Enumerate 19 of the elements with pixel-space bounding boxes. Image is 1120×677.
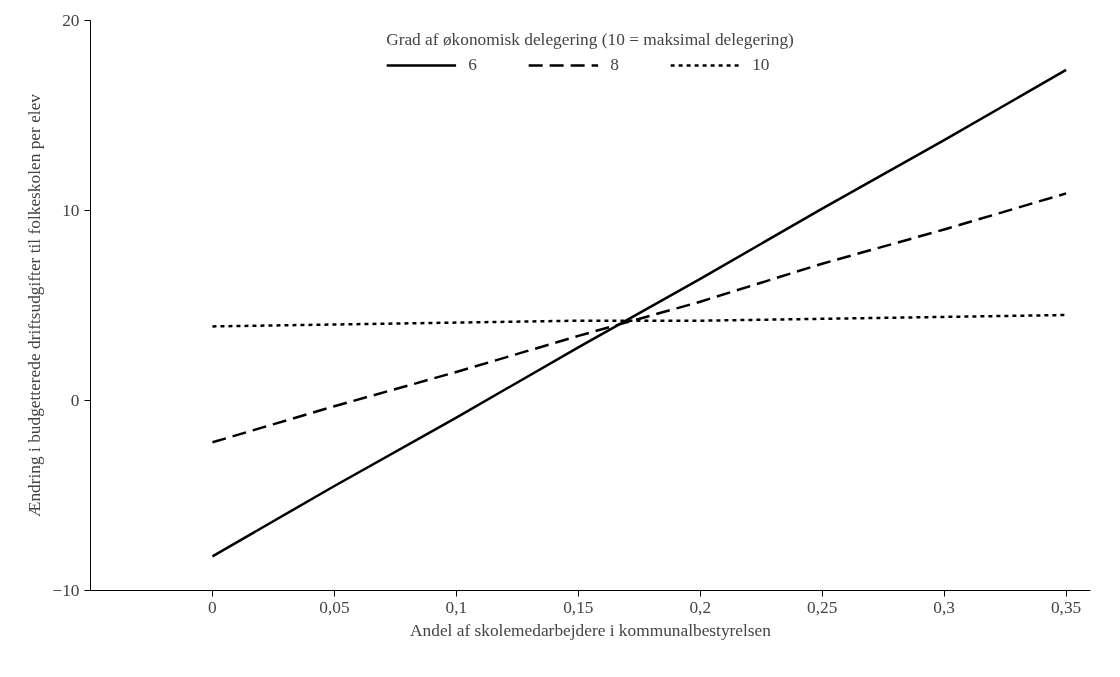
legend-label: 8	[610, 55, 620, 75]
legend-label: 10	[752, 55, 771, 75]
legend-label: 6	[468, 55, 478, 75]
x-tick-label: 0,15	[563, 597, 594, 617]
x-tick-label: 0,05	[319, 597, 350, 617]
x-axis-title: Andel af skolemedarbejdere i kommunalbestyrelsen	[410, 620, 772, 640]
x-tick-label: 0	[208, 597, 217, 617]
x-tick-label: 0,25	[807, 597, 838, 617]
line-series	[211, 68, 1068, 558]
legend-title: Grad af økonomisk delegering (10 = maksimal delegering)	[386, 30, 794, 50]
x-tick-label: 0,3	[933, 597, 955, 617]
y-tick-label: 20	[62, 11, 80, 30]
x-tick-label: 0,1	[445, 597, 468, 617]
y-tick-label: −10	[52, 581, 80, 600]
x-tick-label: 0,2	[689, 597, 712, 617]
y-axis-title: Ændring i budgetterede driftsudgifter til folkeskolen per elev	[25, 93, 45, 517]
x-tick-label: 0,35	[1050, 597, 1082, 617]
y-tick-label: 0	[70, 391, 80, 410]
y-tick-label: 10	[62, 201, 80, 220]
